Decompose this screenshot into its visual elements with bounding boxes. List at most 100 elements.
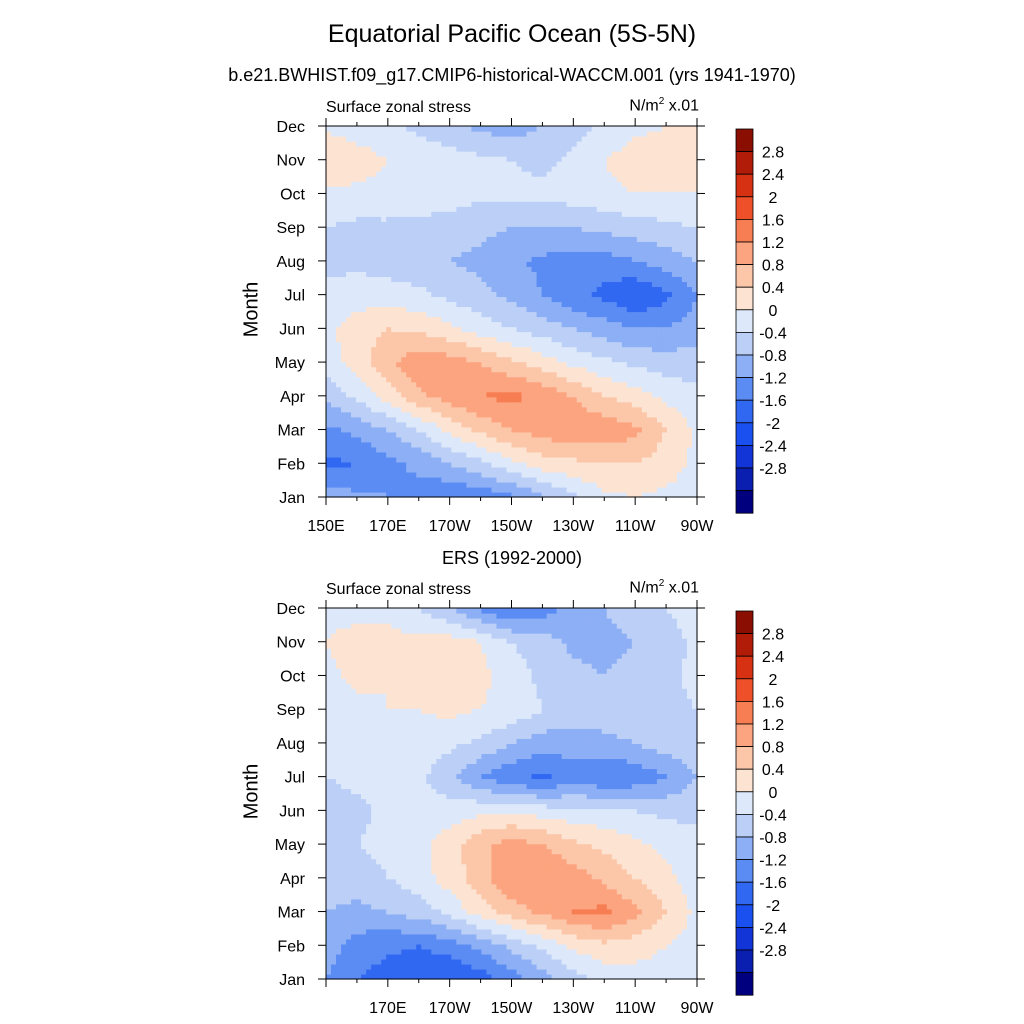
heatmap-cell [336, 171, 342, 177]
heatmap-cell [391, 221, 397, 227]
heatmap-cell [561, 481, 568, 488]
heatmap-cell [546, 166, 553, 172]
heatmap-cell [506, 161, 513, 167]
heatmap-cell [511, 196, 518, 202]
heatmap-cell [361, 286, 367, 293]
heatmap-cell [361, 371, 367, 378]
heatmap-cell [476, 201, 483, 207]
heatmap-cell [366, 311, 372, 318]
heatmap-cell [671, 481, 678, 488]
heatmap-cell [651, 216, 658, 222]
heatmap-cell [606, 411, 613, 418]
heatmap-cell [391, 256, 397, 262]
heatmap-cell [506, 416, 513, 423]
heatmap-cell [331, 401, 337, 408]
heatmap-cell [676, 166, 683, 172]
heatmap-cell [341, 446, 347, 453]
heatmap-cell [511, 256, 518, 262]
heatmap-cell [671, 271, 678, 277]
heatmap-cell [406, 226, 412, 232]
heatmap-cell [621, 481, 628, 488]
heatmap-cell [471, 241, 477, 247]
heatmap-cell [541, 276, 548, 283]
heatmap-cell [351, 231, 357, 237]
heatmap-cell [356, 281, 362, 288]
heatmap-cell [521, 201, 528, 207]
heatmap-cell [446, 326, 452, 333]
heatmap-cell [441, 306, 447, 313]
heatmap-cell [346, 231, 352, 237]
heatmap-cell [531, 406, 538, 413]
heatmap-cell [661, 211, 668, 217]
heatmap-cell [476, 491, 483, 498]
heatmap-cell [401, 361, 407, 368]
heatmap-cell [471, 476, 477, 483]
heatmap-cell [551, 191, 558, 197]
heatmap-cell [681, 426, 688, 433]
heatmap-cell [501, 341, 508, 348]
heatmap-cell [611, 466, 618, 473]
heatmap-cell [601, 416, 608, 423]
heatmap-cell [456, 256, 462, 262]
heatmap-cell [611, 456, 618, 463]
heatmap-cell [596, 261, 603, 267]
heatmap-cell [341, 421, 347, 428]
heatmap-cell [681, 461, 688, 468]
heatmap-cell [396, 246, 402, 252]
heatmap-cell [561, 271, 568, 277]
heatmap-cell [666, 346, 673, 353]
heatmap-cell [456, 396, 462, 403]
heatmap-cell [486, 171, 493, 177]
heatmap-cell [351, 421, 357, 428]
heatmap-cell [461, 436, 467, 443]
heatmap-cell [331, 406, 337, 413]
heatmap-cell [561, 301, 568, 308]
heatmap-cell [386, 156, 392, 162]
heatmap-cell [361, 486, 367, 493]
heatmap-cell [681, 321, 688, 328]
heatmap-cell [401, 471, 407, 478]
heatmap-cell [436, 211, 442, 217]
heatmap-cell [691, 431, 698, 438]
heatmap-cell [326, 441, 332, 448]
heatmap-cell [581, 191, 588, 197]
heatmap-cell [621, 301, 628, 308]
heatmap-cell [586, 256, 593, 262]
heatmap-cell [346, 376, 352, 383]
heatmap-cell [621, 171, 628, 177]
heatmap-cell [491, 351, 498, 358]
heatmap-cell [691, 416, 698, 423]
heatmap-cell [651, 276, 658, 283]
heatmap-cell [536, 231, 543, 237]
heatmap-cell [536, 491, 543, 498]
heatmap-cell [631, 306, 638, 313]
heatmap-cell [681, 286, 688, 293]
heatmap-cell [351, 286, 357, 293]
heatmap-cell [426, 346, 432, 353]
heatmap-cell [546, 366, 553, 373]
heatmap-cell [651, 361, 658, 368]
heatmap-cell [546, 346, 553, 353]
heatmap-cell [521, 216, 528, 222]
heatmap-cell [631, 431, 638, 438]
heatmap-cell [516, 446, 523, 453]
heatmap-cell [616, 331, 623, 338]
heatmap-cell [376, 446, 382, 453]
heatmap-cell [406, 436, 412, 443]
heatmap-cell [346, 286, 352, 293]
heatmap-cell [671, 366, 678, 373]
heatmap-cell [406, 196, 412, 202]
heatmap-cell [471, 221, 477, 227]
heatmap-cell [371, 176, 377, 182]
heatmap-cell [576, 206, 583, 212]
heatmap-cell [401, 276, 407, 283]
heatmap-cell [376, 471, 382, 478]
heatmap-cell [501, 241, 508, 247]
heatmap-cell [656, 276, 663, 283]
panel1-heatmap [326, 126, 698, 498]
heatmap-cell [556, 421, 563, 428]
heatmap-cell [571, 451, 578, 458]
heatmap-cell [576, 386, 583, 393]
heatmap-cell [546, 256, 553, 262]
heatmap-cell [671, 441, 678, 448]
